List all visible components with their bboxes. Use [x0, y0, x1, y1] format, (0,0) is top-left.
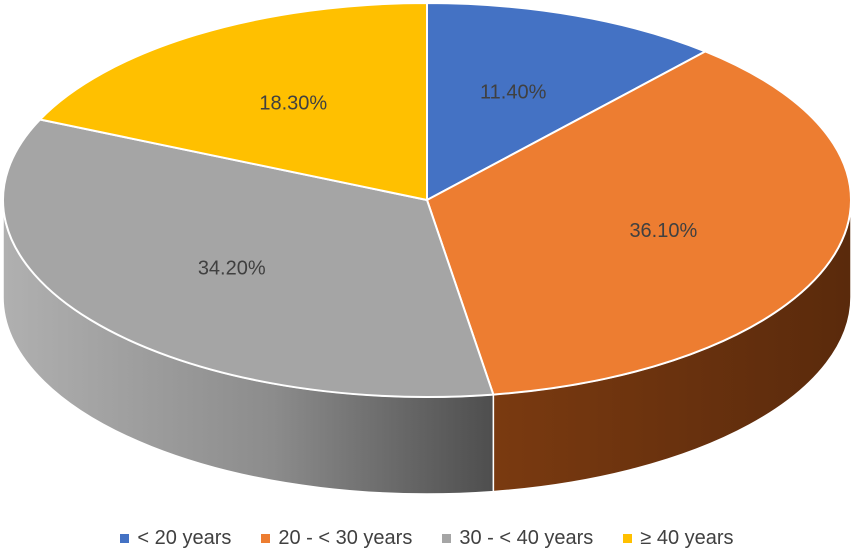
legend-item-40-plus: ≥ 40 years [623, 526, 734, 550]
data-label-20-30: 36.10% [629, 220, 697, 242]
pie-slice-under-20 [426, 2, 707, 201]
pie-slice-40-plus [39, 2, 428, 201]
data-label-30-40: 34.20% [198, 258, 266, 280]
legend-swatch-30-40 [442, 533, 452, 543]
legend-item-20-30: 20 - < 30 years [261, 527, 412, 550]
legend-item-30-40: 30 - < 40 years [442, 527, 593, 550]
legend: < 20 years 20 - < 30 years 30 - < 40 yea… [0, 524, 854, 552]
legend-label-20-30: 20 - < 30 years [278, 526, 413, 549]
pie-slice-20-30 [426, 50, 852, 396]
legend-label-30-40: 30 - < 40 years [459, 526, 594, 549]
data-label-under-20: 11.40% [480, 81, 547, 103]
legend-item-under-20: < 20 years [120, 527, 231, 550]
legend-swatch-40-plus [623, 533, 633, 543]
data-label-40-plus: 18.30% [259, 92, 327, 114]
legend-label-under-20: < 20 years [137, 526, 232, 549]
legend-label-40-plus: ≥ 40 years [640, 526, 734, 549]
pie-chart: 11.40% 36.10% 34.20% 18.30% [2, 2, 852, 495]
legend-swatch-20-30 [261, 533, 271, 543]
legend-swatch-under-20 [120, 533, 130, 543]
